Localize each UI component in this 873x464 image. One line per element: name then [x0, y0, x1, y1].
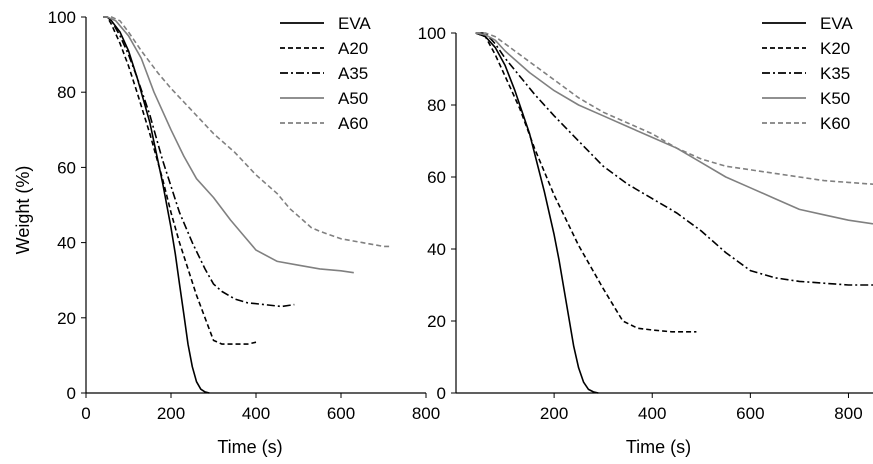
x-tick-label: 200: [540, 404, 568, 423]
series-line-a60: [103, 16, 392, 248]
series-line-k60: [475, 32, 873, 185]
legend-label: K50: [820, 89, 850, 108]
chart-right: 200 400 600 800 0 20 40 60 80 100 Time (s) EVA K20 K3…: [418, 14, 873, 457]
x-axis-title: Time (s): [217, 437, 282, 457]
legend-label: EVA: [338, 14, 371, 33]
x-tick-label: 800: [412, 404, 440, 423]
y-tick-label: 20: [57, 309, 76, 328]
legend-label: A60: [338, 114, 368, 133]
y-tick-label: 100: [48, 8, 76, 27]
chart-left: 0 200 400 600 800 0 20 40 60 80 100 Time (s) Weight …: [13, 8, 440, 457]
x-tick-label: 400: [638, 404, 666, 423]
series-line-a50: [103, 16, 354, 274]
legend-label: K35: [820, 64, 850, 83]
legend-label: K20: [820, 39, 850, 58]
y-tick-label: 40: [57, 234, 76, 253]
series-line-eva: [475, 32, 599, 394]
x-tick-label: 800: [834, 404, 862, 423]
y-tick-label: 20: [427, 312, 446, 331]
legend-label: A20: [338, 39, 368, 58]
x-axis-title: Time (s): [626, 437, 691, 457]
legend-label: K60: [820, 114, 850, 133]
y-tick-label: 0: [437, 384, 446, 403]
x-tick-label: 600: [736, 404, 764, 423]
y-tick-label: 80: [427, 96, 446, 115]
x-tick-label: 400: [242, 404, 270, 423]
series-line-a35: [103, 16, 295, 308]
y-axis-title: Weight (%): [13, 166, 33, 255]
legend-label: A35: [338, 64, 368, 83]
series-line-k20: [475, 32, 697, 333]
x-tick-label: 600: [327, 404, 355, 423]
y-tick-label: 80: [57, 83, 76, 102]
y-tick-label: 0: [67, 384, 76, 403]
series-line-k50: [475, 32, 873, 225]
y-tick-label: 40: [427, 240, 446, 259]
x-tick-label: 200: [157, 404, 185, 423]
series-line-a20: [103, 16, 257, 345]
legend-label: A50: [338, 89, 368, 108]
series-line-eva: [103, 16, 210, 394]
y-tick-label: 60: [427, 168, 446, 187]
y-tick-label: 100: [418, 24, 446, 43]
x-tick-label: 0: [81, 404, 90, 423]
y-tick-label: 60: [57, 158, 76, 177]
legend-label: EVA: [820, 14, 853, 33]
